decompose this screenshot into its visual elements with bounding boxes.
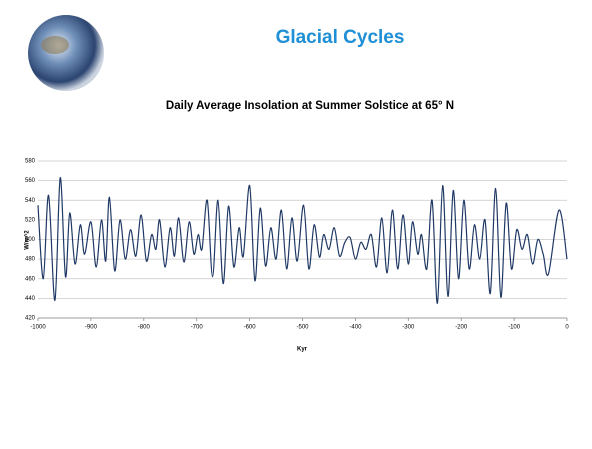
globe-icon (28, 15, 104, 91)
y-tick-label: 500 (25, 237, 36, 243)
slide-title: Glacial Cycles (276, 27, 405, 48)
x-tick-label: -200 (455, 325, 468, 331)
x-tick-label: -800 (138, 325, 151, 331)
y-tick-label: 560 (25, 178, 36, 184)
chart-title: Daily Average Insolation at Summer Solst… (166, 100, 454, 112)
y-tick-label: 520 (25, 217, 36, 223)
x-tick-label: -600 (244, 325, 257, 331)
x-tick-label: -100 (508, 325, 521, 331)
y-tick-label: 480 (25, 257, 36, 263)
y-tick-label: 580 (25, 159, 36, 165)
x-tick-label: -300 (402, 325, 415, 331)
x-tick-label: -900 (85, 325, 98, 331)
globe-land (41, 36, 69, 54)
x-tick-label: -700 (191, 325, 204, 331)
x-axis-label: Kyr (297, 347, 308, 353)
series-line (37, 177, 568, 304)
y-tick-label: 420 (25, 316, 36, 322)
x-tick-label: 0 (565, 325, 569, 331)
x-tick-label: -500 (296, 325, 309, 331)
y-tick-label: 540 (25, 198, 36, 204)
x-tick-label: -400 (349, 325, 362, 331)
y-tick-label: 440 (25, 296, 36, 302)
x-tick-label: -1000 (30, 325, 46, 331)
y-tick-label: 460 (25, 276, 36, 282)
y-axis-label: W/m^2 (25, 230, 31, 250)
